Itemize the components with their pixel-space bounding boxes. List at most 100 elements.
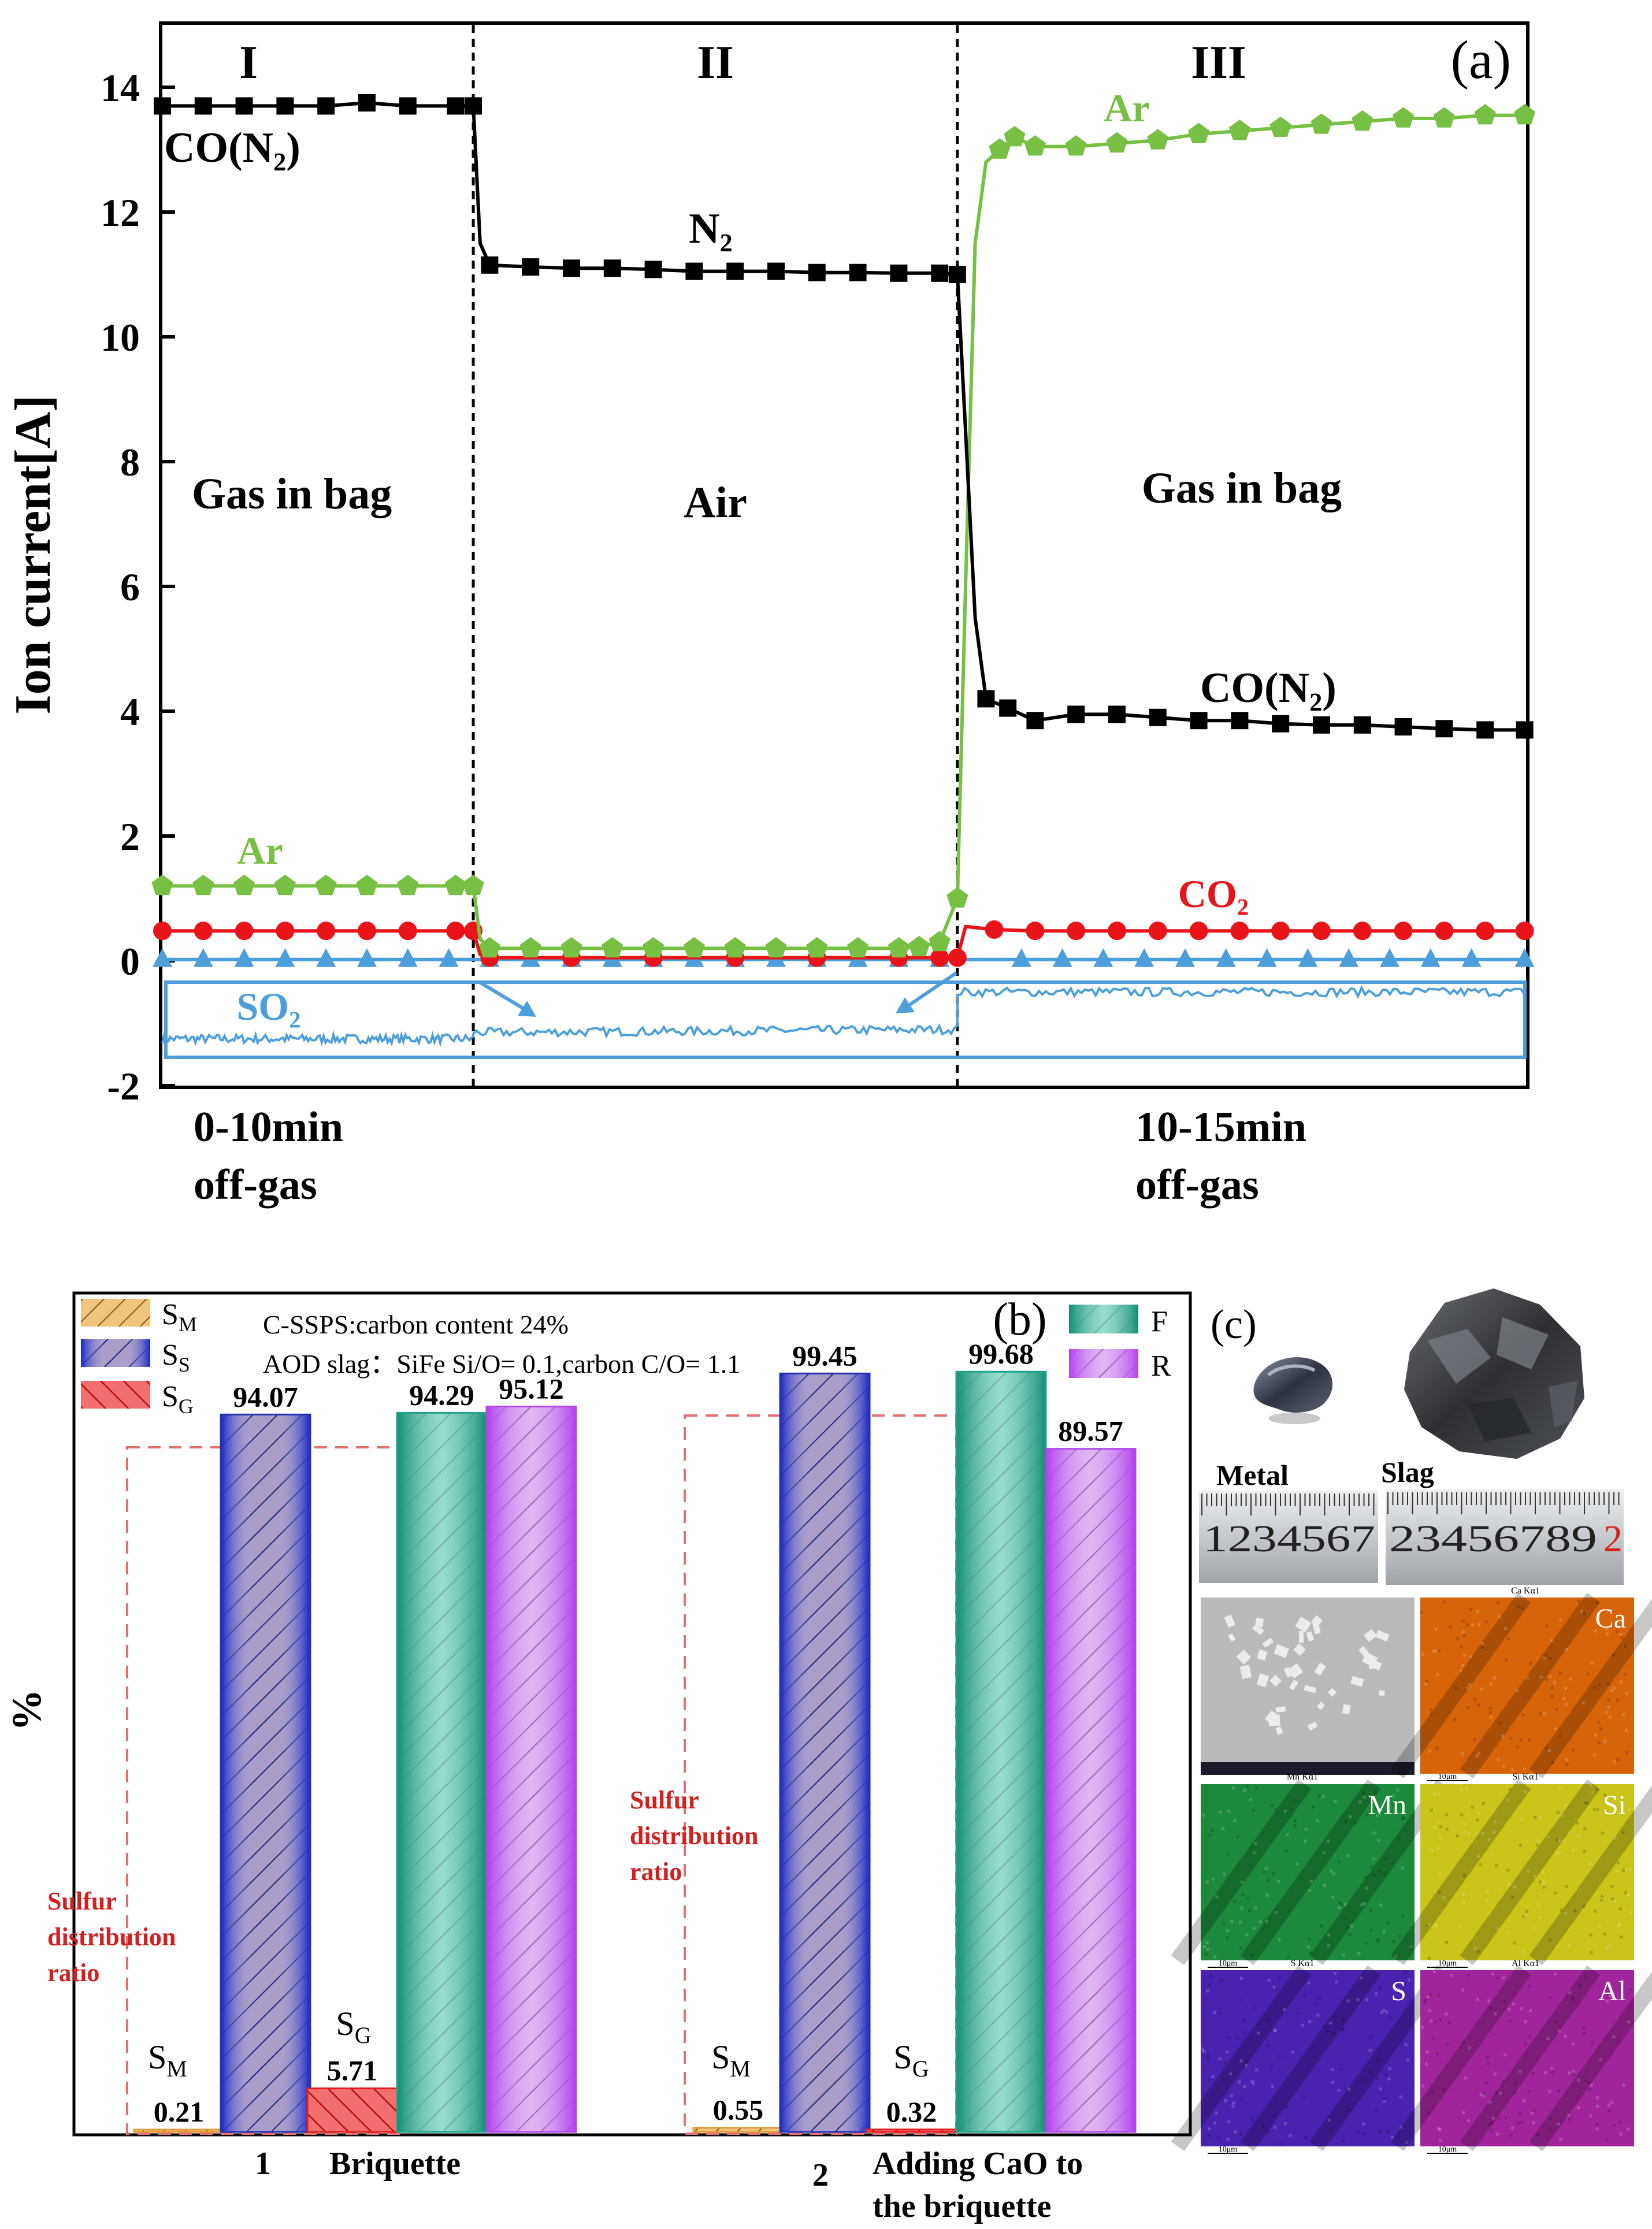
- ruler-right: 23456789 2: [1386, 1489, 1624, 1585]
- annotation-sg-1: SG: [336, 2005, 371, 2048]
- annotation-co2: CO₂: [1178, 872, 1249, 916]
- map-title-mn: Mn Kα1: [1287, 1772, 1318, 1782]
- region-label: Gas in bag: [1142, 464, 1342, 512]
- data-point: [1190, 712, 1208, 730]
- data-point: [1108, 705, 1126, 723]
- so2-highlight-box: [164, 980, 1527, 1059]
- data-point: [358, 922, 376, 941]
- data-point: [1380, 948, 1399, 967]
- y-tick-label: 8: [120, 440, 140, 484]
- data-point: [1339, 948, 1359, 967]
- ruler-right-numbers: 23456789: [1389, 1518, 1597, 1560]
- data-point: [192, 874, 214, 896]
- ruler-left-numbers: 1234567: [1203, 1518, 1375, 1560]
- legend-item-sm: SM: [81, 1298, 197, 1336]
- data-point: [151, 874, 173, 896]
- data-point: [153, 948, 172, 967]
- bar-ss: [221, 1414, 310, 2132]
- bar-sm: [134, 2130, 224, 2132]
- box-label-line: ratio: [630, 1858, 682, 1886]
- panel-c-label: (c): [1211, 1301, 1257, 1347]
- data-point: [1065, 135, 1087, 156]
- annotation-ar-left: Ar: [237, 829, 283, 872]
- box-label-line: distribution: [47, 1923, 176, 1951]
- data-point: [1461, 948, 1482, 967]
- panel-b-bars: 0.21 94.07 5.71 94.29 95.12 0.55 99.45 0.32 99.6…: [133, 1338, 1137, 2133]
- category-label: Briquette: [329, 2146, 461, 2182]
- element-map-ca: Ca 10μm: [1390, 1592, 1652, 1781]
- data-point: [985, 920, 1004, 939]
- data-point: [602, 937, 623, 958]
- data-point: [235, 97, 253, 115]
- data-point: [398, 922, 417, 941]
- data-point: [1026, 712, 1044, 730]
- data-point: [1189, 922, 1208, 941]
- sulfur-ratio-label-2: Sulfur distribution ratio: [630, 1786, 759, 1886]
- legend-item-r: R: [1069, 1349, 1171, 1383]
- data-point: [519, 937, 541, 958]
- bar-value-label: 94.29: [409, 1379, 474, 1411]
- bar-outline: [220, 1413, 311, 2133]
- data-point: [275, 948, 295, 967]
- bar-outline: [779, 1372, 871, 2133]
- data-point: [1004, 125, 1026, 147]
- sem-image: [1201, 1598, 1415, 1775]
- data-point: [1393, 107, 1415, 128]
- scale-bar-label: 10μm: [1438, 1773, 1457, 1781]
- data-point: [977, 690, 995, 708]
- annotation-sm-1: SM: [148, 2038, 187, 2082]
- annotation-sg-2: SG: [893, 2038, 929, 2082]
- data-point: [724, 937, 746, 958]
- data-point: [154, 97, 171, 115]
- bar-f: [397, 1413, 487, 2132]
- data-point: [1067, 705, 1085, 723]
- sulfur-ratio-label-1: Sulfur distribution ratio: [47, 1887, 176, 1987]
- annotation-ar-right: Ar: [1104, 86, 1149, 130]
- bar-value-label: 99.45: [792, 1339, 857, 1372]
- data-point: [1352, 110, 1373, 131]
- data-point: [1420, 948, 1441, 967]
- data-point: [193, 948, 213, 967]
- data-point: [765, 937, 787, 958]
- element-map-label: S: [1391, 1976, 1406, 2007]
- bar-value-label: 89.57: [1058, 1415, 1123, 1447]
- bar-value-label: 5.71: [327, 2055, 378, 2087]
- data-point: [358, 94, 376, 112]
- data-point: [317, 97, 335, 115]
- svg-text:SS: SS: [162, 1339, 190, 1376]
- slag-sample-image: [1404, 1288, 1584, 1459]
- annotation-co-n2-left: CO(N₂): [164, 124, 300, 172]
- panel-a-line-chart: 14 12 10 8 6 4 2 0 -2 Ion current[A] I Gas in bag…: [5, 21, 1536, 1209]
- element-map-label: Al: [1598, 1976, 1626, 2007]
- data-point: [890, 264, 908, 282]
- annotation-co-n2-right: CO(N₂): [1200, 664, 1337, 712]
- data-point: [194, 97, 212, 115]
- panel-b-y-axis-label: %: [3, 1689, 50, 1731]
- data-point: [522, 258, 540, 276]
- bar-value-label: 95.12: [499, 1372, 564, 1405]
- data-point: [478, 937, 500, 958]
- panel-b-legend: SM SS SG F R: [81, 1298, 1171, 1418]
- panel-b-label: (b): [993, 1294, 1046, 1345]
- legend-item-sg: SG: [81, 1380, 194, 1418]
- data-point: [439, 948, 459, 967]
- panel-a-label: (a): [1451, 30, 1511, 90]
- bar-sg: [867, 2129, 956, 2132]
- bar-value-label: 94.07: [233, 1380, 298, 1413]
- map-title-si: Si Kα1: [1512, 1772, 1538, 1782]
- data-point: [399, 97, 417, 115]
- data-point: [603, 259, 621, 277]
- region-numeral: II: [697, 36, 734, 88]
- element-map-si: Si 10μm: [1390, 1779, 1652, 1968]
- series-line: [162, 101, 1525, 732]
- data-point: [276, 97, 294, 115]
- data-point: [685, 262, 703, 280]
- data-point: [808, 263, 826, 281]
- bar-f: [956, 1372, 1046, 2132]
- region-time-label: off-gas: [194, 1161, 317, 1209]
- data-point: [847, 937, 869, 958]
- annotation-sm-2: SM: [711, 2038, 751, 2082]
- data-point: [946, 887, 968, 908]
- note-carbon-content: C-SSPS:carbon content 24%: [263, 1310, 569, 1339]
- data-point: [1272, 715, 1290, 733]
